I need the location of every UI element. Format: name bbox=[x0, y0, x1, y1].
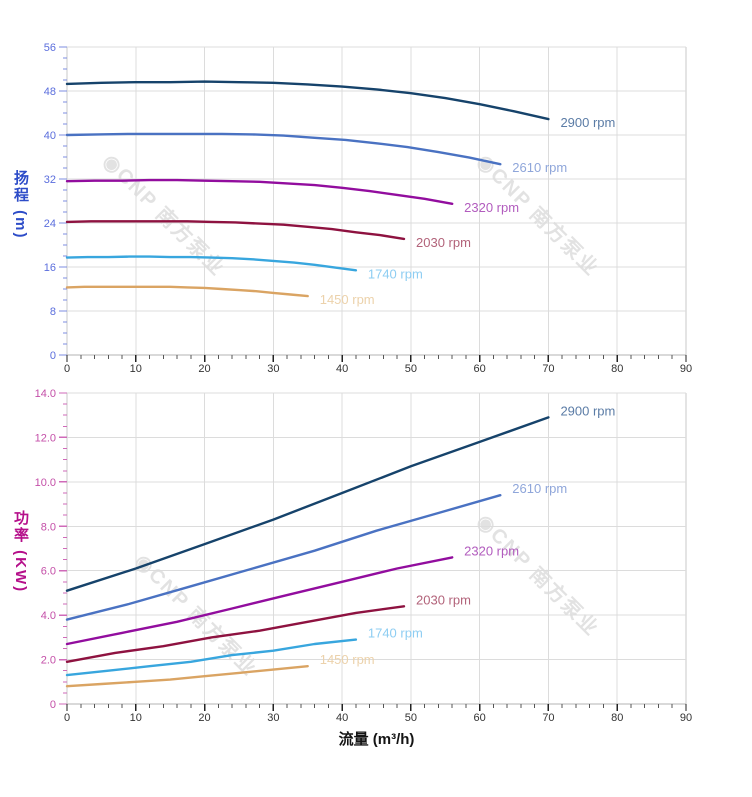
series-label-2900-rpm: 2900 rpm bbox=[560, 115, 615, 130]
x-tick-label: 0 bbox=[64, 712, 70, 724]
y-tick-label: 10.0 bbox=[35, 477, 56, 489]
x-tick-label: 50 bbox=[405, 363, 417, 375]
y-tick-label: 24 bbox=[44, 218, 56, 230]
x-tick-label: 20 bbox=[198, 363, 210, 375]
y-tick-label: 16 bbox=[44, 262, 56, 274]
x-tick-label: 70 bbox=[542, 712, 554, 724]
series-label-1450-rpm: 1450 rpm bbox=[320, 652, 375, 667]
series-label-2610-rpm: 2610 rpm bbox=[512, 481, 567, 496]
y-tick-label: 2.0 bbox=[41, 655, 56, 667]
y-tick-label: 56 bbox=[44, 42, 56, 54]
curve-2610-rpm bbox=[65, 132, 502, 166]
x-tick-label: 40 bbox=[336, 363, 348, 375]
curve-2610-rpm bbox=[65, 494, 502, 621]
y-tick-label: 40 bbox=[44, 130, 56, 142]
curve-1740-rpm bbox=[65, 638, 358, 677]
series-label-1740-rpm: 1740 rpm bbox=[368, 626, 423, 641]
curve-2320-rpm bbox=[65, 178, 454, 205]
series-label-2030-rpm: 2030 rpm bbox=[416, 592, 471, 607]
series-label-2320-rpm: 2320 rpm bbox=[464, 543, 519, 558]
y-tick-label: 14.0 bbox=[35, 388, 56, 400]
x-tick-label: 40 bbox=[336, 712, 348, 724]
series-label-2610-rpm: 2610 rpm bbox=[512, 160, 567, 175]
series-label-2030-rpm: 2030 rpm bbox=[416, 235, 471, 250]
x-tick-label: 30 bbox=[267, 712, 279, 724]
x-tick-label: 80 bbox=[611, 363, 623, 375]
power-axis-title: 功率 (KW) bbox=[12, 510, 29, 594]
x-tick-label: 10 bbox=[130, 363, 142, 375]
x-tick-label: 30 bbox=[267, 363, 279, 375]
x-tick-label: 60 bbox=[474, 363, 486, 375]
x-tick-label: 10 bbox=[130, 712, 142, 724]
y-tick-label: 4.0 bbox=[41, 610, 56, 622]
curve-1450-rpm bbox=[65, 285, 309, 298]
x-tick-label: 20 bbox=[198, 712, 210, 724]
y-tick-label: 8.0 bbox=[41, 521, 56, 533]
x-tick-label: 90 bbox=[680, 363, 692, 375]
x-tick-label: 90 bbox=[680, 712, 692, 724]
flow-axis-title: 流量 (m³/h) bbox=[338, 731, 415, 748]
x-tick-label: 60 bbox=[474, 712, 486, 724]
y-tick-label: 8 bbox=[50, 306, 56, 318]
curve-1740-rpm bbox=[65, 255, 358, 272]
x-tick-label: 50 bbox=[405, 712, 417, 724]
x-tick-label: 70 bbox=[542, 363, 554, 375]
y-tick-label: 0 bbox=[50, 699, 56, 711]
curve-1450-rpm bbox=[65, 665, 309, 688]
y-tick-label: 12.0 bbox=[35, 432, 56, 444]
series-label-1450-rpm: 1450 rpm bbox=[320, 292, 375, 307]
series-label-2900-rpm: 2900 rpm bbox=[560, 403, 615, 418]
curve-2030-rpm bbox=[65, 605, 406, 663]
curve-2030-rpm bbox=[65, 220, 406, 241]
series-label-2320-rpm: 2320 rpm bbox=[464, 200, 519, 215]
curve-2900-rpm bbox=[65, 416, 550, 592]
x-tick-label: 80 bbox=[611, 712, 623, 724]
y-tick-label: 48 bbox=[44, 86, 56, 98]
curve-2320-rpm bbox=[65, 556, 454, 646]
curve-2900-rpm bbox=[65, 80, 550, 121]
y-tick-label: 6.0 bbox=[41, 566, 56, 578]
x-tick-label: 0 bbox=[64, 363, 70, 375]
y-tick-label: 0 bbox=[50, 350, 56, 362]
y-tick-label: 32 bbox=[44, 174, 56, 186]
series-label-1740-rpm: 1740 rpm bbox=[368, 266, 423, 281]
head-axis-title: 扬程 (m) bbox=[12, 170, 29, 240]
